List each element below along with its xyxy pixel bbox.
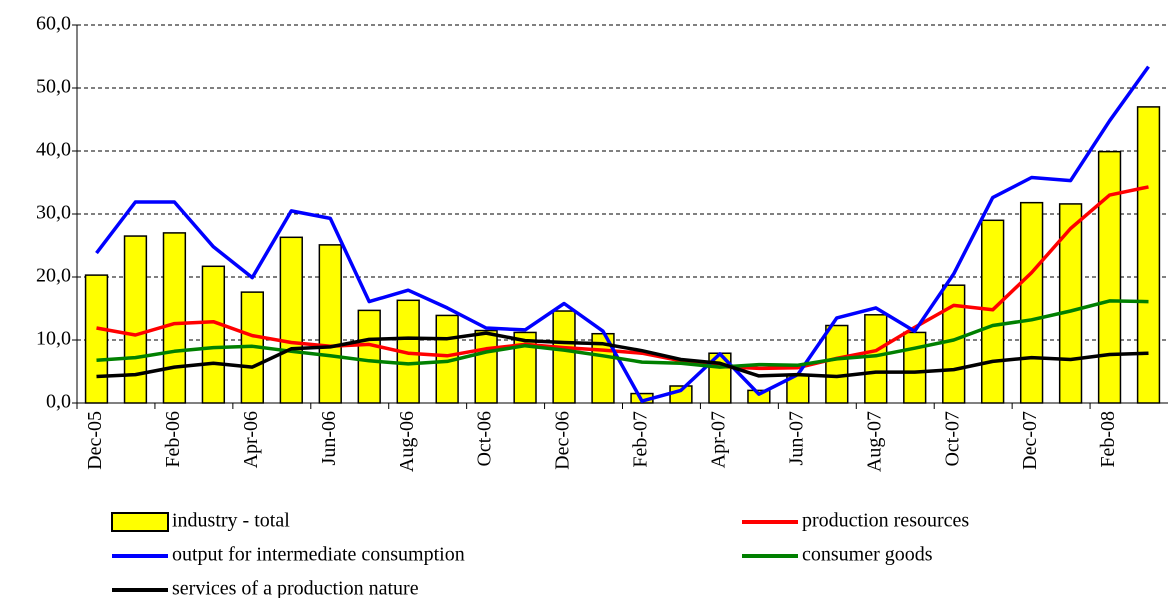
y-tick-label: 0,0: [46, 391, 71, 413]
bar: [1136, 106, 1161, 404]
y-tick-label: 40,0: [36, 139, 71, 161]
y-tick-label: 10,0: [36, 328, 71, 350]
x-tick-label: Feb-08: [1097, 411, 1119, 468]
x-tick-label: Jun-06: [318, 411, 340, 465]
line-series: [96, 185, 1149, 371]
x-tick-label: Oct-06: [474, 411, 496, 467]
legend-label: production resources: [802, 510, 969, 532]
bar: [474, 329, 498, 404]
bar: [318, 244, 342, 404]
x-tick-label: Dec-05: [84, 411, 106, 470]
x-tick-label: Apr-06: [240, 411, 262, 468]
bar: [981, 219, 1005, 404]
bar: [279, 236, 303, 404]
y-tick-label: 50,0: [36, 76, 71, 98]
x-tick-label: Oct-07: [941, 411, 963, 467]
bar: [357, 309, 381, 404]
legend-label: services of a production nature: [172, 578, 419, 598]
bar: [162, 232, 187, 404]
x-tick-label: Aug-06: [396, 411, 418, 472]
legend-label: industry - total: [172, 510, 290, 532]
line-series: [95, 65, 1150, 403]
line-series: [96, 299, 1149, 369]
bar: [552, 310, 576, 404]
bar: [942, 284, 966, 404]
x-tick-label: Jun-07: [785, 411, 807, 465]
bar: [864, 314, 888, 404]
x-tick-label: Feb-07: [630, 411, 652, 468]
y-tick-label: 60,0: [36, 13, 71, 35]
legend-label: consumer goods: [802, 544, 933, 566]
x-tick-label: Dec-07: [1019, 411, 1041, 470]
bar: [84, 274, 109, 404]
x-tick-label: Feb-06: [162, 411, 184, 468]
bar: [825, 324, 849, 404]
legend-swatch: [111, 512, 169, 532]
bar: [1019, 201, 1044, 404]
bar: [903, 331, 927, 404]
y-tick-label: 30,0: [36, 202, 71, 224]
legend-label: output for intermediate consumption: [172, 544, 465, 566]
x-tick-label: Apr-07: [708, 411, 730, 468]
bar: [1097, 150, 1122, 404]
x-tick-label: Aug-07: [863, 411, 885, 472]
bar: [1058, 203, 1083, 404]
line-series: [96, 331, 1149, 379]
y-tick-label: 20,0: [36, 265, 71, 287]
x-tick-label: Dec-06: [552, 411, 574, 470]
bar: [201, 265, 226, 404]
bar: [123, 235, 148, 404]
